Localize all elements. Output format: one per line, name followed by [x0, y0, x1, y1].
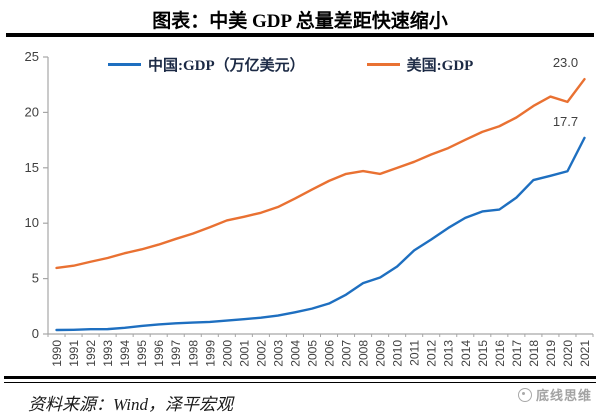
x-tick-label: 1990 [50, 340, 64, 367]
us-legend-label: 美国:GDP [406, 58, 474, 74]
logo-globe-icon [517, 387, 532, 402]
x-tick-label: 2009 [374, 340, 388, 367]
y-tick-label: 25 [25, 49, 39, 64]
x-tick-label: 2015 [476, 340, 490, 367]
x-tick-label: 2004 [288, 340, 302, 367]
y-tick-label: 10 [25, 215, 39, 230]
x-tick-label: 1996 [152, 340, 166, 367]
legend: 中国:GDP（万亿美元） 美国:GDP [108, 54, 473, 75]
x-tick-label: 1993 [101, 340, 115, 367]
x-tick-label: 2021 [578, 340, 592, 367]
y-tick-label: 20 [25, 104, 39, 119]
x-tick-label: 1999 [203, 340, 217, 367]
x-tick-label: 2011 [408, 340, 422, 366]
legend-item-us: 美国:GDP [366, 54, 474, 75]
x-tick-label: 2017 [510, 340, 524, 367]
footer-divider-thick [4, 376, 596, 379]
us-line-swatch [366, 63, 400, 66]
y-tick-label: 15 [25, 160, 39, 175]
x-tick-label: 2013 [442, 340, 456, 367]
x-tick-label: 1997 [169, 340, 183, 367]
x-tick-label: 1991 [67, 340, 81, 367]
chart-title: 图表：中美 GDP 总量差距快速缩小 [152, 11, 448, 32]
us-gdp-line [55, 77, 586, 270]
x-tick-label: 2018 [527, 340, 541, 367]
title-divider [6, 33, 594, 37]
x-tick-label: 2000 [220, 340, 234, 367]
x-tick-label: 1992 [84, 340, 98, 367]
x-tick-label: 2014 [459, 340, 473, 367]
logo-text: 底线思维 [535, 388, 592, 403]
x-tick-label: 1994 [118, 340, 132, 367]
china-end-label: 17.7 [553, 114, 578, 129]
x-tick-label: 2020 [561, 340, 575, 367]
x-tick-label: 1998 [186, 340, 200, 367]
footer-divider-thin [4, 382, 596, 383]
y-tick-label: 0 [32, 326, 39, 341]
dixian-siwei-logo: 底线思维 [517, 385, 592, 404]
x-tick-label: 2003 [271, 340, 285, 367]
x-tick-label: 2002 [254, 340, 268, 367]
y-tick-label: 5 [32, 271, 39, 286]
x-tick-label: 2007 [340, 340, 354, 367]
x-tick-label: 2012 [425, 340, 439, 367]
x-tick-label: 2019 [544, 340, 558, 367]
x-tick-label: 2005 [305, 340, 319, 367]
china-gdp-line [55, 136, 586, 332]
x-tick-label: 2001 [237, 340, 251, 367]
china-legend-label: 中国:GDP（万亿美元） [148, 58, 305, 74]
x-tick-label: 2016 [493, 340, 507, 367]
us-end-label: 23.0 [553, 55, 578, 70]
source-note: 资料来源：Wind，泽平宏观 [28, 395, 233, 414]
legend-item-china: 中国:GDP（万亿美元） [108, 54, 305, 75]
china-line-swatch [108, 63, 141, 66]
x-tick-label: 2010 [391, 340, 405, 367]
x-tick-label: 2006 [323, 340, 337, 367]
x-tick-label: 1995 [135, 340, 149, 367]
x-tick-label: 2008 [357, 340, 371, 367]
